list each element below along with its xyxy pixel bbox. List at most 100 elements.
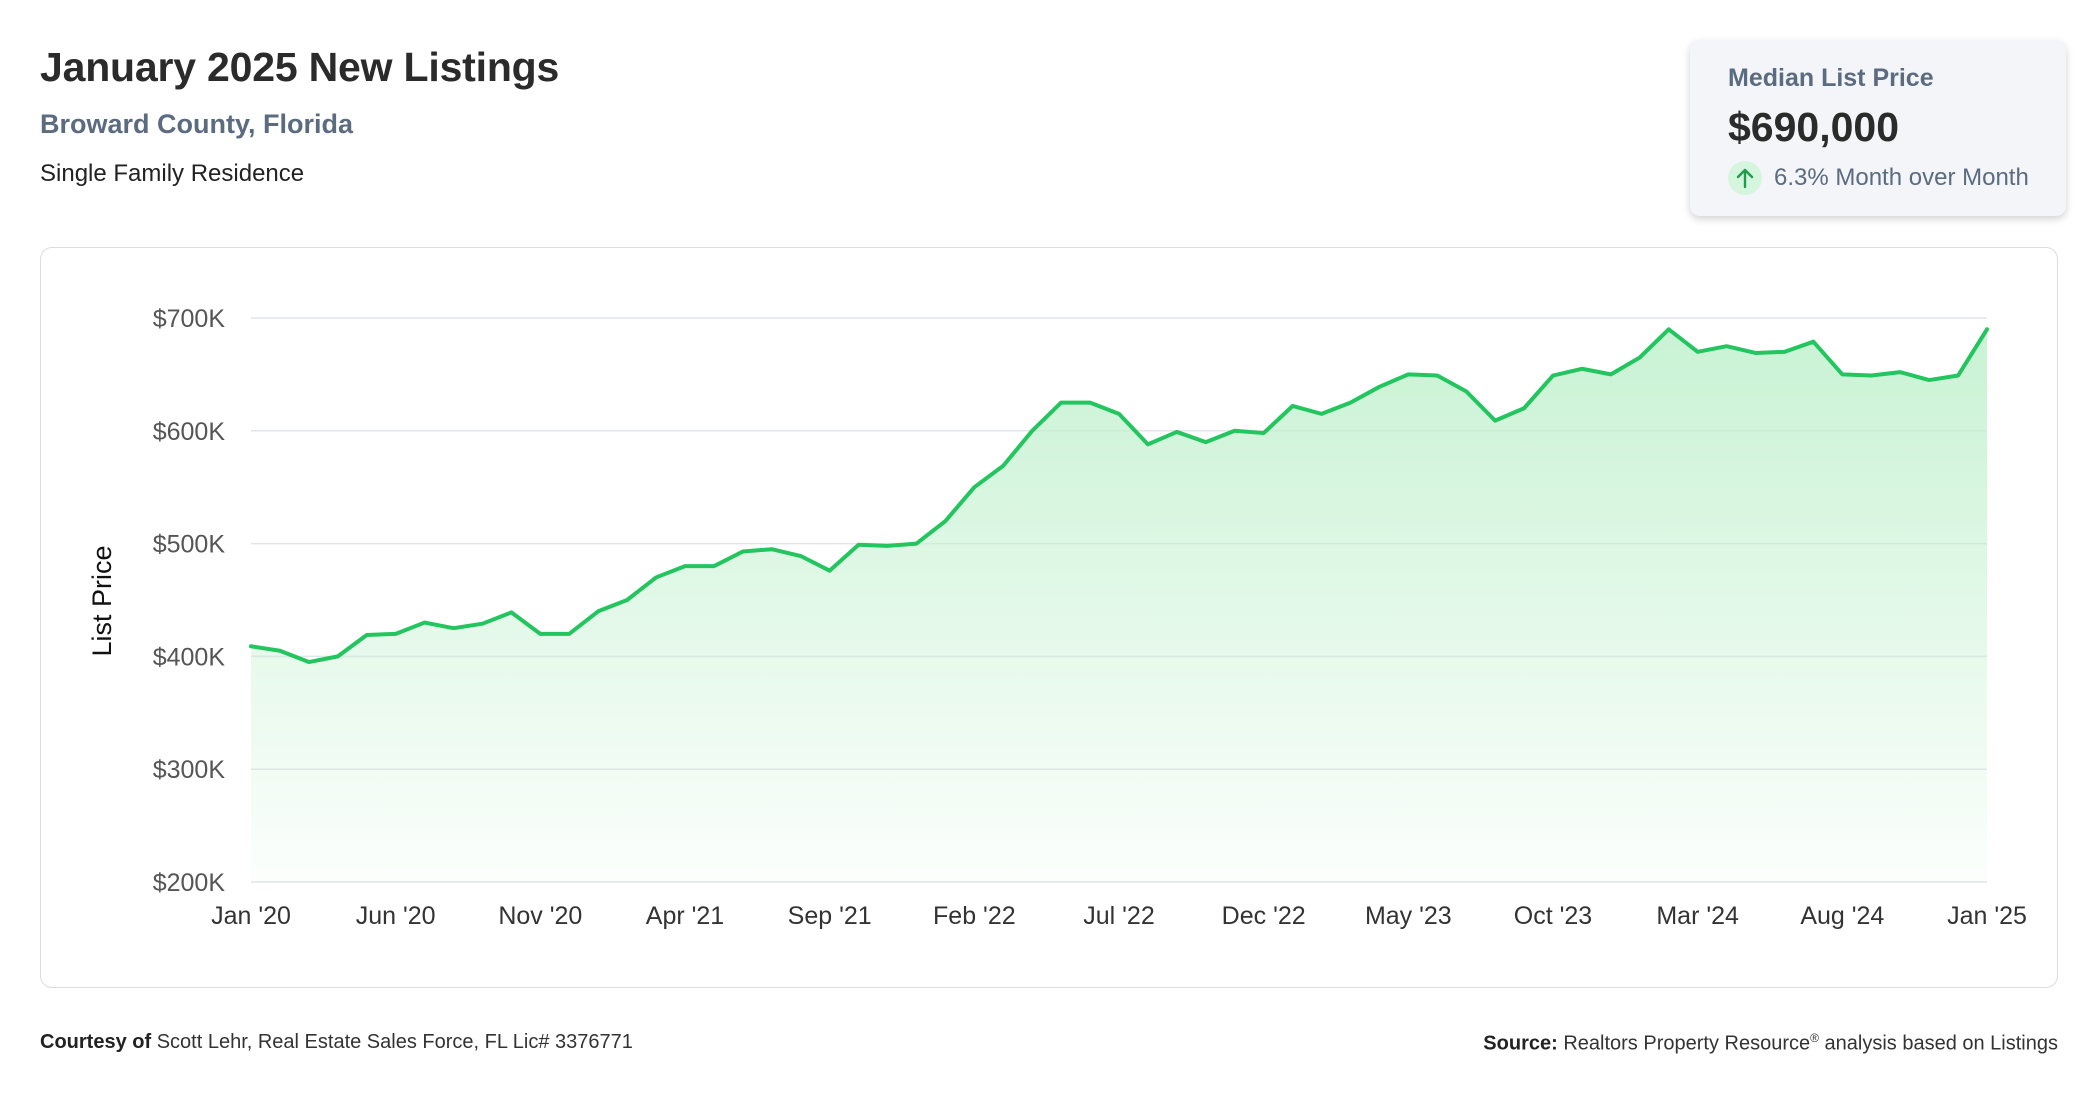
data-point	[1174, 429, 1180, 435]
data-point	[1637, 354, 1643, 360]
data-point	[451, 625, 457, 631]
x-tick-label: Apr '21	[646, 902, 724, 930]
data-point	[1926, 377, 1932, 383]
data-point	[422, 620, 428, 626]
area-fill-path	[251, 329, 1987, 882]
data-point	[624, 597, 630, 603]
x-tick-label: Jan '20	[211, 902, 291, 930]
data-point	[682, 563, 688, 569]
x-tick-label: Jan '25	[1947, 902, 2027, 930]
x-tick-label: May '23	[1365, 902, 1452, 930]
x-tick-label: Dec '22	[1222, 902, 1306, 930]
data-point	[1434, 373, 1440, 379]
courtesy-footer: Courtesy of Scott Lehr, Real Estate Sale…	[40, 1031, 633, 1054]
data-point	[1058, 400, 1064, 406]
data-point	[1319, 411, 1325, 417]
data-point	[1666, 326, 1672, 332]
data-point	[740, 548, 746, 554]
data-point	[1347, 400, 1353, 406]
y-tick-label: $600K	[153, 418, 226, 446]
source-suffix: analysis based on Listings	[1824, 1032, 2058, 1055]
data-point	[971, 484, 977, 490]
x-tick-label: Sep '21	[788, 902, 872, 930]
x-tick-label: Oct '23	[1514, 902, 1592, 930]
y-axis-ticks: $200K $300K $400K $500K $600K $700K	[153, 305, 226, 897]
y-tick-label: $700K	[153, 305, 226, 333]
data-point	[566, 631, 572, 637]
data-point	[711, 563, 717, 569]
y-tick-label: $200K	[153, 869, 226, 897]
y-tick-label: $400K	[153, 643, 226, 671]
data-point	[479, 621, 485, 627]
data-point	[1695, 349, 1701, 355]
data-point	[1955, 373, 1961, 379]
page-title: January 2025 New Listings	[40, 44, 560, 90]
data-point	[1724, 343, 1730, 349]
data-point	[1405, 371, 1411, 377]
data-point	[335, 653, 341, 659]
data-point	[1463, 388, 1469, 394]
data-point	[306, 659, 312, 665]
x-tick-label: Jun '20	[356, 902, 436, 930]
data-point	[248, 643, 254, 649]
data-point	[393, 631, 399, 637]
courtesy-label: Courtesy of	[40, 1031, 152, 1053]
area-fill	[251, 329, 1987, 882]
data-point	[1492, 418, 1498, 424]
data-point	[1116, 411, 1122, 417]
data-point	[1376, 384, 1382, 390]
source-name: Realtors Property Resource	[1563, 1032, 1811, 1055]
kpi-label: Median List Price	[1728, 64, 1934, 92]
data-point	[769, 546, 775, 552]
data-point	[1290, 403, 1296, 409]
kpi-change: 6.3% Month over Month	[1728, 160, 2029, 196]
data-point	[1984, 326, 1990, 332]
data-point	[827, 568, 833, 574]
region-subtitle: Broward County, Florida	[40, 109, 354, 139]
registered-mark: ®	[1810, 1031, 1819, 1045]
list-price-chart: $200K $300K $400K $500K $600K $700K Jan '20 Ju…	[87, 305, 2027, 930]
data-point	[653, 574, 659, 580]
chart-panel: $200K $300K $400K $500K $600K $700K Jan '20 Ju…	[40, 247, 2058, 988]
arrow-up-icon	[1728, 161, 1762, 195]
data-point	[1781, 349, 1787, 355]
x-axis-ticks: Jan '20 Jun '20 Nov '20 Apr '21 Sep '21 Feb '…	[211, 902, 2027, 930]
data-point	[1753, 350, 1759, 356]
x-tick-label: Aug '24	[1800, 902, 1884, 930]
series-line-path	[249, 327, 1989, 665]
courtesy-text: Scott Lehr, Real Estate Sales Force, FL …	[156, 1031, 633, 1053]
data-point	[1087, 400, 1093, 406]
data-point	[1000, 463, 1006, 469]
property-type-label: Single Family Residence	[40, 160, 305, 187]
kpi-change-text: 6.3% Month over Month	[1774, 164, 2029, 191]
data-point	[1579, 366, 1585, 372]
data-point	[885, 543, 891, 549]
x-tick-label: Jul '22	[1083, 902, 1154, 930]
data-point	[913, 541, 919, 547]
y-tick-label: $500K	[153, 531, 226, 559]
data-point	[798, 553, 804, 559]
data-point	[1029, 428, 1035, 434]
series-line	[248, 326, 1990, 665]
data-point	[856, 542, 862, 548]
y-tick-label: $300K	[153, 756, 226, 784]
data-point	[595, 608, 601, 614]
x-tick-label: Mar '24	[1656, 902, 1739, 930]
kpi-value: $690,000	[1728, 104, 1900, 150]
data-point	[1232, 428, 1238, 434]
data-point	[1839, 371, 1845, 377]
x-tick-label: Feb '22	[933, 902, 1016, 930]
source-footer: Source: Realtors Property Resource® anal…	[1483, 1031, 2058, 1056]
data-point	[1897, 369, 1903, 375]
data-point	[277, 648, 283, 654]
data-point	[1145, 441, 1151, 447]
data-point	[364, 632, 370, 638]
data-point	[1608, 371, 1614, 377]
data-point	[537, 631, 543, 637]
data-point	[1261, 430, 1267, 436]
data-point	[942, 518, 948, 524]
data-point	[1521, 405, 1527, 411]
data-point	[1203, 439, 1209, 445]
median-list-price-card: Median List Price $690,000 6.3% Month ov…	[1690, 40, 2066, 216]
y-axis-label: List Price	[87, 545, 117, 656]
